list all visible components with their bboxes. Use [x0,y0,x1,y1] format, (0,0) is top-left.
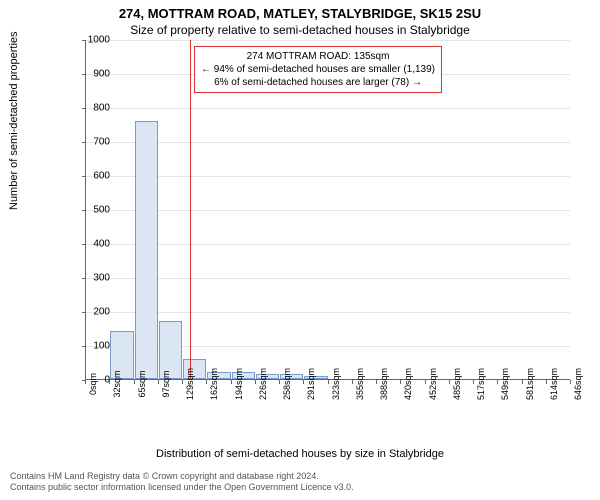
y-tick-label: 700 [80,137,110,148]
x-tick-label: 226sqm [258,368,268,400]
x-tick-label: 485sqm [452,368,462,400]
x-tick-label: 291sqm [306,368,316,400]
x-tick-label: 129sqm [185,368,195,400]
footer-line-1: Contains HM Land Registry data © Crown c… [10,471,590,483]
x-tick-mark [279,380,280,384]
gridline [86,278,570,279]
y-tick-label: 500 [80,205,110,216]
x-tick-mark [546,380,547,384]
x-tick-mark [425,380,426,384]
gridline [86,210,570,211]
annot-line-2: ← 94% of semi-detached houses are smalle… [201,63,435,76]
page-title: 274, MOTTRAM ROAD, MATLEY, STALYBRIDGE, … [0,0,600,21]
x-tick-mark [376,380,377,384]
gridline [86,312,570,313]
annot-line-1: 274 MOTTRAM ROAD: 135sqm [201,50,435,63]
gridline [86,176,570,177]
x-tick-mark [85,380,86,384]
y-tick-label: 100 [80,341,110,352]
gridline [86,244,570,245]
footer-line-2: Contains public sector information licen… [10,482,590,494]
y-tick-label: 400 [80,239,110,250]
x-tick-label: 420sqm [403,368,413,400]
x-tick-label: 258sqm [282,368,292,400]
x-tick-label: 355sqm [355,368,365,400]
x-tick-mark [328,380,329,384]
gridline [86,142,570,143]
x-tick-label: 323sqm [331,368,341,400]
gridline [86,40,570,41]
x-axis-label: Distribution of semi-detached houses by … [0,448,600,460]
gridline [86,108,570,109]
histogram-bar [135,121,158,379]
x-tick-label: 65sqm [137,370,147,397]
x-tick-mark [570,380,571,384]
x-tick-mark [473,380,474,384]
y-axis-label: Number of semi-detached properties [8,31,20,210]
y-tick-label: 800 [80,103,110,114]
x-tick-label: 452sqm [428,368,438,400]
x-tick-mark [206,380,207,384]
x-tick-label: 0sqm [88,373,98,395]
x-tick-label: 581sqm [525,368,535,400]
plot-area: 274 MOTTRAM ROAD: 135sqm← 94% of semi-de… [85,40,570,380]
x-tick-mark [231,380,232,384]
x-tick-mark [134,380,135,384]
x-tick-label: 388sqm [379,368,389,400]
reference-line [190,40,191,379]
x-tick-mark [449,380,450,384]
histogram-chart: 274 MOTTRAM ROAD: 135sqm← 94% of semi-de… [55,40,570,420]
footer-attribution: Contains HM Land Registry data © Crown c… [10,471,590,494]
x-tick-label: 614sqm [549,368,559,400]
x-tick-mark [400,380,401,384]
x-tick-mark [303,380,304,384]
x-tick-mark [255,380,256,384]
x-tick-label: 194sqm [234,368,244,400]
x-tick-mark [522,380,523,384]
y-tick-label: 200 [80,307,110,318]
x-tick-label: 517sqm [476,368,486,400]
y-tick-label: 900 [80,69,110,80]
y-tick-label: 600 [80,171,110,182]
x-tick-label: 549sqm [500,368,510,400]
x-tick-mark [352,380,353,384]
x-tick-mark [497,380,498,384]
y-tick-label: 1000 [80,35,110,46]
x-tick-mark [109,380,110,384]
annotation-box: 274 MOTTRAM ROAD: 135sqm← 94% of semi-de… [194,46,442,93]
x-tick-label: 162sqm [209,368,219,400]
x-tick-label: 32sqm [112,370,122,397]
x-tick-mark [182,380,183,384]
x-tick-label: 97sqm [161,370,171,397]
y-tick-label: 300 [80,273,110,284]
x-tick-label: 646sqm [573,368,583,400]
annot-line-3: 6% of semi-detached houses are larger (7… [201,76,435,89]
x-tick-mark [158,380,159,384]
